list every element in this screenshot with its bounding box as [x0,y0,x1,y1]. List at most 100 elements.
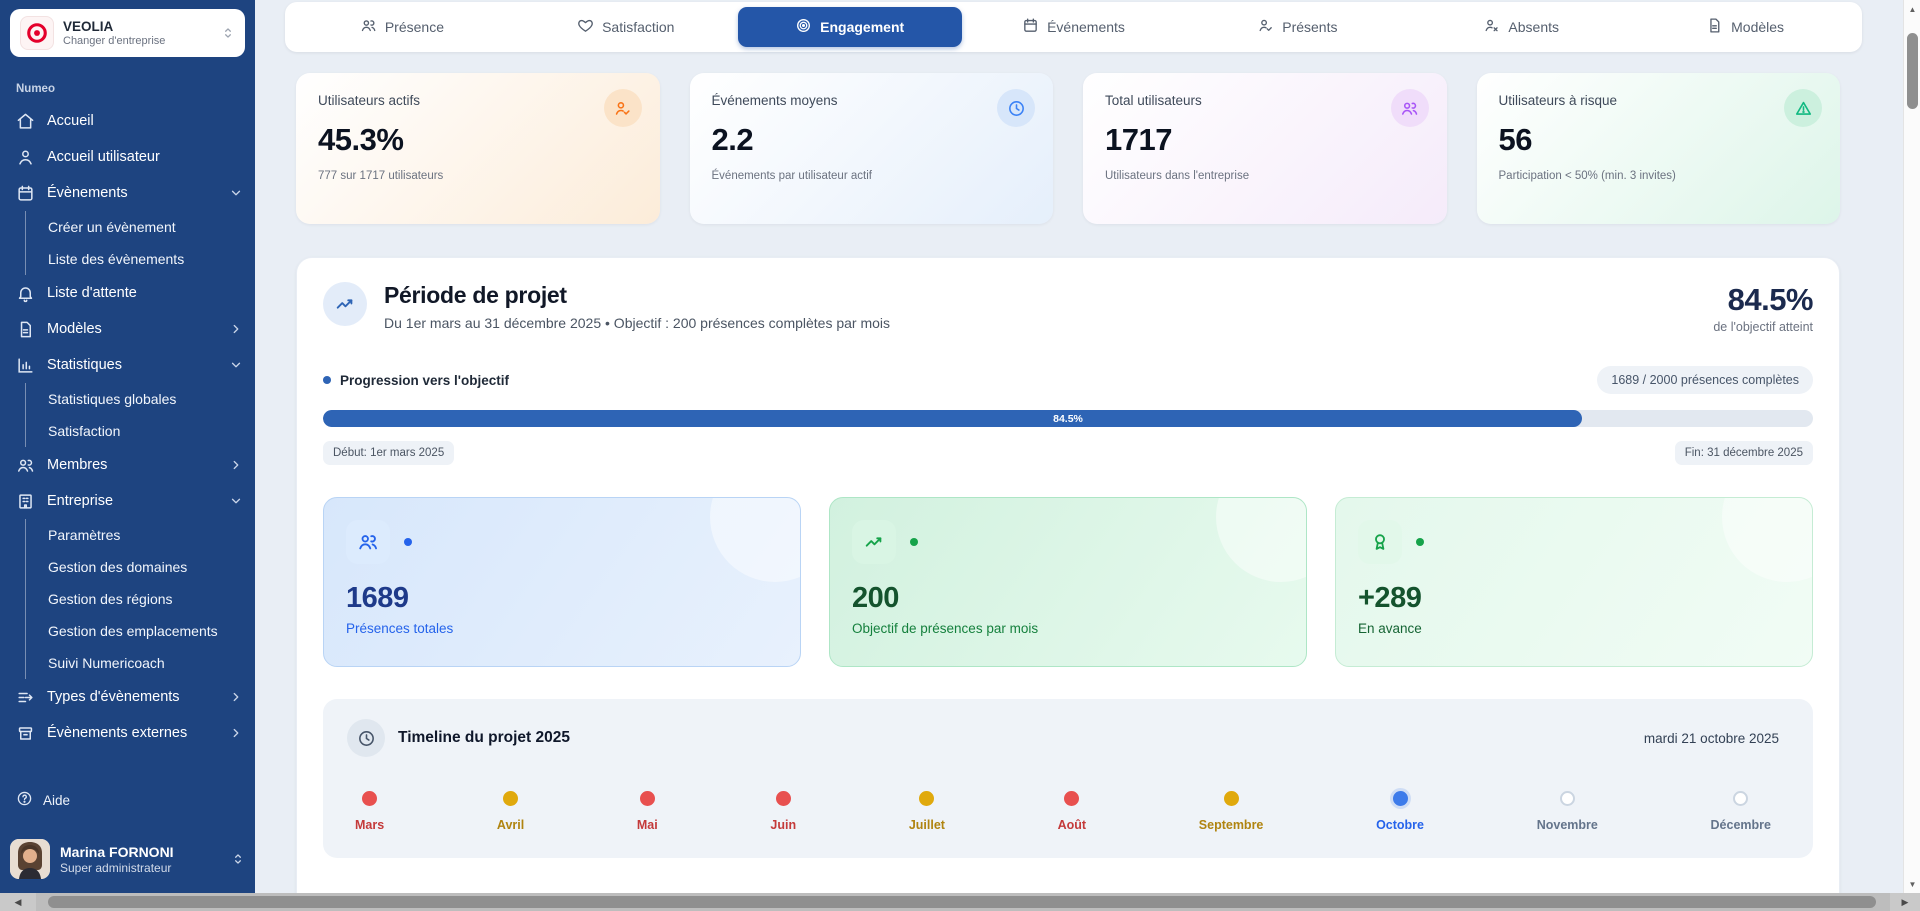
status-dot [1416,538,1424,546]
tab-presents[interactable]: Présents [1185,7,1409,47]
timeline-month-octobre[interactable]: Octobre [1376,791,1424,832]
chevron-right-icon [229,726,243,740]
sidebar-item-label: Évènements [47,185,128,201]
month-dot [1559,791,1575,806]
list-arrow-icon [16,688,35,707]
company-switcher[interactable]: VEOLIA Changer d'entreprise [10,9,245,57]
timeline-month-mars[interactable]: Mars [355,791,384,832]
progress-bar: 84.5% [323,410,1813,427]
tab-label: Absents [1508,19,1560,35]
sidebar-footer: Aide Marina FORNONI Super administrateur [0,783,255,893]
timeline-month-avril[interactable]: Avril [497,791,524,832]
sidebar-item-entreprise[interactable]: Entreprise [0,483,255,519]
content: Utilisateurs actifs 45.3% 777 sur 1717 u… [296,73,1840,911]
heart-icon [577,17,594,37]
user-x-icon [1483,17,1500,37]
stat-title: Utilisateurs actifs [318,93,421,108]
timeline-month-juin[interactable]: Juin [770,791,796,832]
sidebar-item-types-evenements[interactable]: Types d'évènements [0,679,255,715]
sidebar-subitem-gestion-domaines[interactable]: Gestion des domaines [48,559,188,575]
stat-card-utilisateurs-a-risque: Utilisateurs à risque 56 Participation <… [1476,73,1840,224]
timeline-month-juillet[interactable]: Juillet [909,791,945,832]
timeline-month-aout[interactable]: Août [1058,791,1086,832]
stat-subtitle: Participation < 50% (min. 3 invites) [1498,170,1676,182]
scroll-right-arrow[interactable]: ▶ [1890,893,1920,911]
tab-engagement[interactable]: Engagement [737,7,962,47]
sidebar-subitem-gestion-emplacements[interactable]: Gestion des emplacements [48,623,218,639]
metric-card-presences-totales: 1689 Présences totales [323,497,801,667]
user-check-icon [1257,17,1274,37]
tab-evenements[interactable]: Événements [962,7,1186,47]
stat-title: Total utilisateurs [1105,93,1202,108]
users-icon [346,520,390,564]
month-dot [362,791,378,806]
sidebar-subitem-gestion-regions[interactable]: Gestion des régions [48,591,173,607]
timeline-month-novembre[interactable]: Novembre [1537,791,1598,832]
sidebar-subitem-statistiques-globales[interactable]: Statistiques globales [48,391,177,407]
user-profile-menu[interactable]: Marina FORNONI Super administrateur [10,839,245,879]
month-dot [1064,791,1080,806]
sidebar-item-membres[interactable]: Membres [0,447,255,483]
start-date-badge: Début: 1er mars 2025 [323,441,455,465]
help-button[interactable]: Aide [0,783,255,817]
stat-title: Événements moyens [711,93,838,108]
clock-icon [347,719,385,757]
trend-up-icon [852,520,896,564]
timeline-month-septembre[interactable]: Septembre [1199,791,1263,832]
sidebar-subitem-parametres[interactable]: Paramètres [48,527,121,543]
sidebar-item-evenements-externes[interactable]: Évènements externes [0,715,255,751]
sidebar-item-modeles[interactable]: Modèles [0,311,255,347]
evenements-subgroup: Créer un évènement Liste des évènements [25,211,255,275]
tab-label: Présence [384,19,444,35]
document-icon [16,320,35,339]
sidebar-subitem-suivi-numericoach[interactable]: Suivi Numericoach [48,655,165,671]
document-icon [1706,17,1723,37]
scroll-down-arrow[interactable]: ▼ [1908,879,1917,889]
tab-label: Engagement [820,19,905,35]
sidebar-item-label: Modèles [47,321,102,337]
vertical-scrollbar[interactable]: ▲ ▼ [1903,0,1920,893]
bar-chart-icon [16,356,35,375]
user-icon [16,148,35,167]
chevron-down-icon [229,358,243,372]
chevron-right-icon [229,458,243,472]
project-header: Période de projet Du 1er mars au 31 déce… [323,282,1813,334]
scroll-up-arrow[interactable]: ▲ [1908,4,1917,14]
metric-label: Présences totales [346,621,454,636]
horizontal-scrollbar-thumb[interactable] [48,896,1876,908]
sidebar-nav: Accueil Accueil utilisateur Évènements C… [0,103,255,751]
status-dot [404,538,412,546]
stat-card-evenements-moyens: Événements moyens 2.2 Événements par uti… [689,73,1053,224]
company-switch-label: Changer d'entreprise [63,35,166,47]
month-dot [639,791,655,806]
metric-label: En avance [1358,621,1422,636]
sidebar-subitem-liste-evenements[interactable]: Liste des évènements [48,251,185,267]
stat-subtitle: Événements par utilisateur actif [711,170,872,182]
tab-absents[interactable]: Absents [1409,7,1633,47]
scroll-left-arrow[interactable]: ◀ [0,893,36,911]
sidebar-item-statistiques[interactable]: Statistiques [0,347,255,383]
vertical-scrollbar-thumb[interactable] [1907,33,1918,109]
sidebar-subitem-satisfaction[interactable]: Satisfaction [48,423,121,439]
timeline-months: Mars Avril Mai Juin Juillet Août Septemb… [347,791,1779,832]
sidebar-subitem-creer-evenement[interactable]: Créer un évènement [48,219,176,235]
sidebar-item-evenements[interactable]: Évènements [0,175,255,211]
sidebar-item-label: Membres [47,457,108,473]
horizontal-scrollbar[interactable]: ◀ ▶ [0,893,1920,911]
sidebar-item-accueil-utilisateur[interactable]: Accueil utilisateur [0,139,255,175]
stat-title: Utilisateurs à risque [1498,93,1618,108]
metric-card-en-avance: +289 En avance [1335,497,1813,667]
tab-presence[interactable]: Présence [290,7,514,47]
user-role: Super administrateur [60,860,172,875]
tab-modeles[interactable]: Modèles [1633,7,1857,47]
tab-satisfaction[interactable]: Satisfaction [514,7,738,47]
timeline-month-decembre[interactable]: Décembre [1711,791,1771,832]
stat-value: 56 [1498,122,1533,157]
sidebar-item-liste-attente[interactable]: Liste d'attente [0,275,255,311]
stat-card-utilisateurs-actifs: Utilisateurs actifs 45.3% 777 sur 1717 u… [296,73,660,224]
timeline-month-mai[interactable]: Mai [637,791,658,832]
sidebar-item-label: Statistiques [47,357,122,373]
metric-label: Objectif de présences par mois [852,621,1039,636]
clock-icon [997,89,1035,127]
sidebar-item-accueil[interactable]: Accueil [0,103,255,139]
